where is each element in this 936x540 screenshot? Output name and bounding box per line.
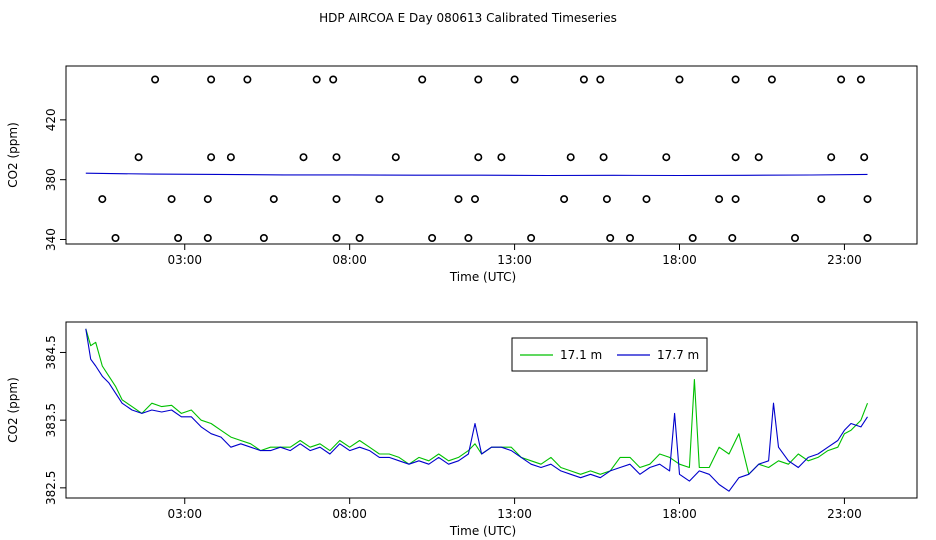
calibration-point <box>863 195 872 204</box>
top-y-tick-label: 340 <box>44 228 58 251</box>
bottom-y-axis-label: CO2 (ppm) <box>6 377 20 443</box>
calibration-point <box>243 75 252 84</box>
calibration-point <box>375 195 384 204</box>
calibration-point <box>560 195 569 204</box>
top-plot-area <box>85 75 872 243</box>
calibration-point <box>428 234 437 243</box>
bottom-y-tick-label: 382.5 <box>44 471 58 505</box>
calibration-point <box>474 153 483 162</box>
top-x-tick-label: 23:00 <box>827 253 862 267</box>
calibration-point <box>602 195 611 204</box>
calibration-point <box>418 75 427 84</box>
calibration-point <box>688 234 697 243</box>
calibration-point <box>470 195 479 204</box>
calibration-point <box>111 234 120 243</box>
bottom-x-tick-label: 13:00 <box>497 507 532 521</box>
calibration-point <box>207 75 216 84</box>
calibration-point <box>596 75 605 84</box>
bottom-y-tick-label: 384.5 <box>44 335 58 369</box>
calibration-point <box>474 75 483 84</box>
calibration-point <box>332 234 341 243</box>
top-x-tick-label: 13:00 <box>497 253 532 267</box>
calibration-point <box>662 153 671 162</box>
calibration-point <box>226 153 235 162</box>
legend-label-17-7-m: 17.7 m <box>657 348 699 362</box>
calibration-point <box>625 234 634 243</box>
bottom-x-axis-label: Time (UTC) <box>449 524 516 538</box>
calibration-point <box>203 195 212 204</box>
calibration-point <box>355 234 364 243</box>
top-y-tick-label: 420 <box>44 108 58 131</box>
series-line-17-7-m <box>85 328 868 492</box>
top-x-tick-label: 08:00 <box>332 253 367 267</box>
calibration-point <box>464 234 473 243</box>
calibration-point <box>454 195 463 204</box>
top-x-tick-label: 18:00 <box>662 253 697 267</box>
calibration-point <box>134 153 143 162</box>
legend-box <box>511 337 708 372</box>
series-line-17-1-m <box>85 328 869 475</box>
top-plot-frame <box>65 65 918 245</box>
bottom-y-tick-label: 383.5 <box>44 403 58 437</box>
calibration-point <box>817 195 826 204</box>
calibration-point <box>174 234 183 243</box>
bottom-x-tick-label: 23:00 <box>827 507 862 521</box>
top-y-tick-label: 380 <box>44 168 58 191</box>
calibration-point <box>827 153 836 162</box>
bottom-x-tick-label: 18:00 <box>662 507 697 521</box>
calibration-point <box>312 75 321 84</box>
legend-label-17-1-m: 17.1 m <box>560 348 602 362</box>
calibration-point <box>642 195 651 204</box>
calibration-point <box>837 75 846 84</box>
calibration-point <box>860 153 869 162</box>
calibration-point <box>731 195 740 204</box>
calibration-point <box>329 75 338 84</box>
top-y-axis-label: CO2 (ppm) <box>6 122 20 188</box>
bottom-panel: 03:00 08:00 13:00 18:00 23:00 382.5 383.5 384.… <box>6 321 918 538</box>
bottom-x-tick-label: 08:00 <box>332 507 367 521</box>
legend: 17.1 m 17.7 m <box>511 337 708 372</box>
calibration-point <box>98 195 107 204</box>
calibration-point <box>731 153 740 162</box>
top-x-axis: 03:00 08:00 13:00 18:00 23:00 <box>167 244 862 267</box>
calibration-point <box>391 153 400 162</box>
calibration-point <box>259 234 268 243</box>
calibration-point <box>269 195 278 204</box>
figure-title: HDP AIRCOA E Day 080613 Calibrated Times… <box>319 11 617 25</box>
top-y-axis: 340 380 420 <box>44 108 66 251</box>
calibration-point <box>167 195 176 204</box>
calibration-point <box>332 195 341 204</box>
calibration-point <box>728 234 737 243</box>
calibration-point <box>203 234 212 243</box>
calibration-point <box>863 234 872 243</box>
calibration-point <box>151 75 160 84</box>
calibration-point <box>715 195 724 204</box>
bottom-plot-area <box>85 328 869 492</box>
bottom-y-axis: 382.5 383.5 384.5 <box>44 335 66 505</box>
bottom-x-tick-label: 03:00 <box>167 507 202 521</box>
calibration-point <box>767 75 776 84</box>
calibration-point <box>566 153 575 162</box>
top-x-tick-label: 03:00 <box>167 253 202 267</box>
calibration-point <box>731 75 740 84</box>
calibration-point <box>579 75 588 84</box>
calibration-point <box>527 234 536 243</box>
top-x-axis-label: Time (UTC) <box>449 270 516 284</box>
top-series-line <box>85 172 868 177</box>
calibration-point <box>675 75 684 84</box>
calibration-point <box>599 153 608 162</box>
top-panel: 03:00 08:00 13:00 18:00 23:00 340 380 420 Time… <box>6 65 918 284</box>
calibration-point <box>207 153 216 162</box>
calibration-point <box>856 75 865 84</box>
calibration-point <box>754 153 763 162</box>
calibration-point <box>497 153 506 162</box>
calibration-point <box>332 153 341 162</box>
calibration-point <box>606 234 615 243</box>
bottom-x-axis: 03:00 08:00 13:00 18:00 23:00 <box>167 498 862 521</box>
calibration-point <box>790 234 799 243</box>
calibration-point <box>510 75 519 84</box>
bottom-plot-frame <box>65 321 918 499</box>
calibration-point <box>299 153 308 162</box>
